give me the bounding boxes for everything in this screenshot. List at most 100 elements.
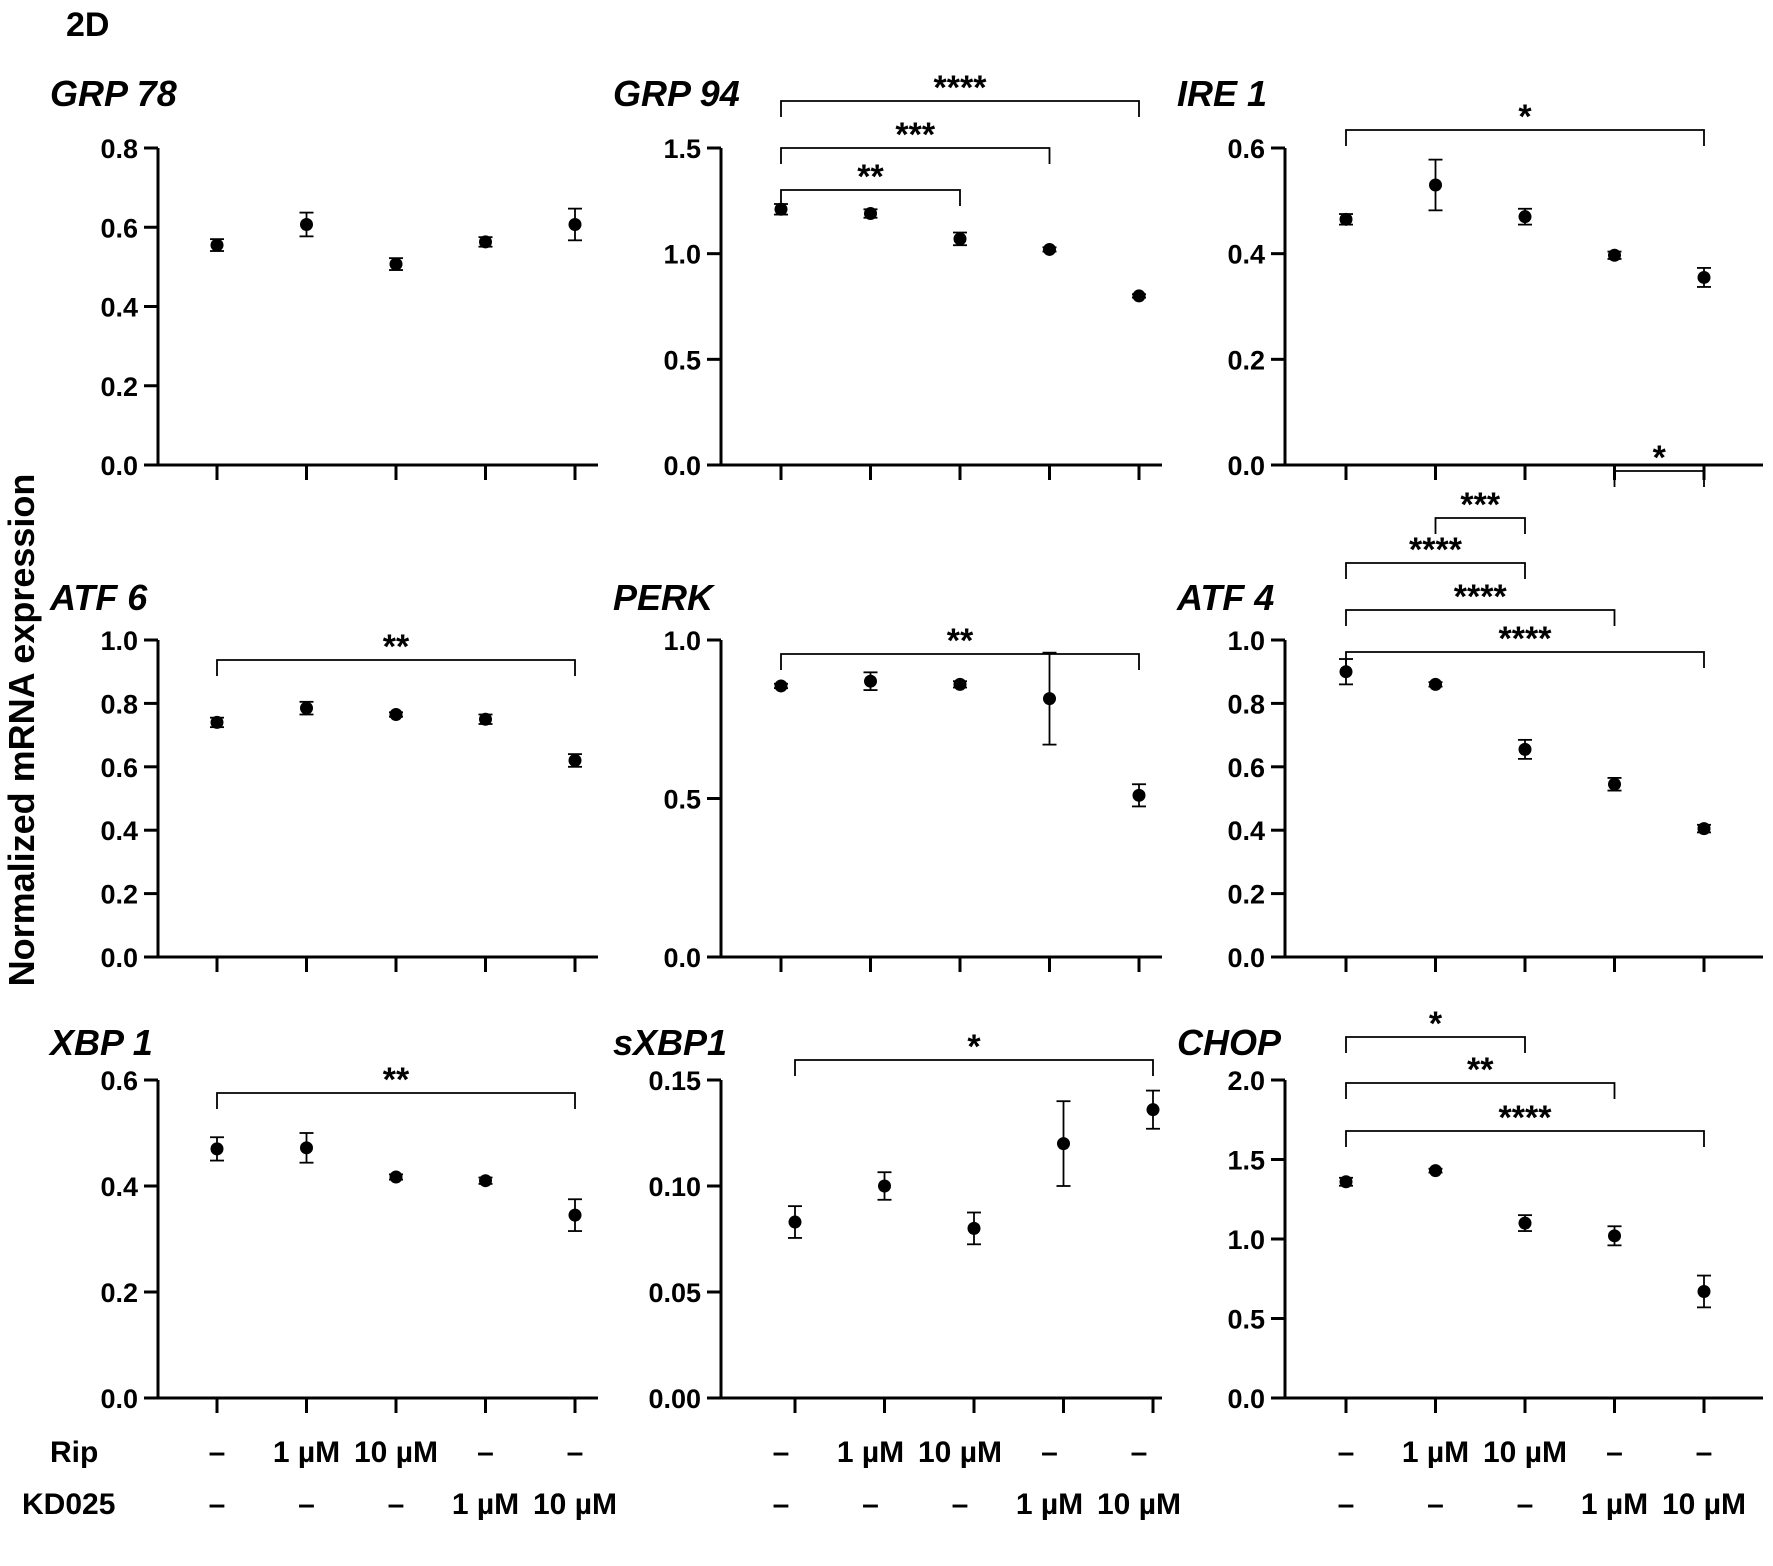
y-tick-label: 0.00 [648,1384,701,1414]
row-label-rip: Rip [50,1436,98,1469]
data-point [1132,289,1146,303]
data-point [864,207,877,221]
data-point [864,674,877,688]
y-tick-label: 0.2 [1227,880,1265,910]
y-tick-label: 0.0 [100,451,138,481]
condition-rip-label: – [1338,1436,1355,1469]
y-tick-label: 1.5 [663,134,701,164]
y-tick-label: 0.5 [1227,1305,1265,1335]
condition-rip-label: – [773,1436,790,1469]
condition-rip-label: – [1606,1436,1623,1469]
y-tick-label: 0.5 [663,785,701,815]
chart-grp-94: GRP 940.00.51.01.5********* [613,69,1162,481]
significance-bracket [780,147,1051,164]
condition-rip-label: – [1131,1436,1148,1469]
data-point [953,677,967,691]
data-point [568,217,582,231]
data-point [300,217,313,231]
y-tick-label: 0.0 [100,1384,138,1414]
y-tick-label: 0.05 [648,1278,701,1308]
data-point [953,232,967,246]
significance-label: ** [857,158,884,196]
significance-bracket [1613,470,1705,487]
condition-kd025-label: – [862,1488,879,1521]
data-point [1339,1175,1353,1189]
significance-bracket [1345,562,1526,579]
condition-rip-label: 10 µM [1483,1436,1567,1469]
y-tick-label: 1.0 [663,240,701,270]
significance-label: *** [895,116,935,154]
significance-bracket [780,100,1140,117]
data-point [1339,212,1353,226]
chart-title: sXBP1 [613,1022,727,1063]
y-tick-label: 0.6 [1227,134,1265,164]
y-tick-label: 0.8 [1227,689,1265,719]
significance-label: * [967,1028,981,1066]
data-point [1608,1229,1621,1243]
data-point [568,753,582,767]
data-point [1339,665,1353,679]
y-tick-label: 0.0 [100,943,138,973]
significance-bracket [794,1059,1154,1076]
condition-kd025-label: 10 µM [533,1488,617,1521]
y-tick-label: 0.15 [648,1066,701,1096]
data-point [1518,210,1532,224]
data-point [1429,677,1442,691]
row-label-kd025: KD025 [22,1488,115,1521]
data-point [479,235,492,249]
chart-title: PERK [613,577,716,618]
y-tick-label: 0.2 [100,1278,138,1308]
chart-title: GRP 94 [613,73,740,114]
y-tick-label: 0.2 [1227,345,1265,375]
chart-title: GRP 78 [50,73,177,114]
data-point [1518,742,1532,756]
y-tick-label: 1.0 [1227,1225,1265,1255]
y-tick-label: 0.8 [100,689,138,719]
y-tick-label: 0.6 [100,1066,138,1096]
y-tick-label: 1.0 [1227,626,1265,656]
significance-label: ** [383,628,410,666]
condition-kd025-label: – [209,1488,226,1521]
condition-kd025-label: – [298,1488,315,1521]
y-tick-label: 0.6 [1227,753,1265,783]
significance-label: * [1429,1005,1443,1043]
significance-bracket [216,659,576,676]
y-tick-label: 2.0 [1227,1066,1265,1096]
significance-label: **** [1499,620,1553,658]
condition-rip-label: – [567,1436,584,1469]
significance-label: ** [1467,1051,1494,1089]
data-point [788,1215,802,1229]
chart-grp-78: GRP 78 0.0 0.2 0.4 0.6 0.8 [50,73,598,481]
significance-label: * [1653,439,1667,477]
significance-bracket [1345,1036,1526,1053]
data-point [1429,178,1442,192]
y-tick-label: 0.0 [663,451,701,481]
data-point [1146,1103,1160,1117]
condition-kd025-label: 10 µM [1662,1488,1746,1521]
data-point [1057,1137,1070,1151]
chart-atf-4: ATF 40.00.20.40.60.81.0 **************** [1176,439,1763,973]
y-tick-label: 1.0 [663,626,701,656]
data-point [1608,777,1621,791]
condition-kd025-label: – [952,1488,969,1521]
condition-kd025-label: – [1338,1488,1355,1521]
chart-title: XBP 1 [48,1022,153,1063]
significance-label: **** [934,69,988,107]
chart-sxbp1: sXBP1 0.00 0.05 0.10 0.15 * [613,1022,1162,1414]
significance-bracket [1345,1082,1616,1099]
condition-kd025-label: – [388,1488,405,1521]
data-point [568,1208,582,1222]
y-tick-label: 0.2 [100,880,138,910]
significance-bracket [1345,129,1705,146]
data-point [967,1221,981,1235]
significance-bracket [216,1092,576,1109]
chart-perk: PERK 0.0 0.5 1.0 ** [613,577,1162,973]
data-point [389,707,403,721]
significance-bracket [1345,609,1616,626]
condition-rip-label: – [1041,1436,1058,1469]
significance-label: **** [1499,1099,1553,1137]
y-tick-label: 0.4 [1227,816,1265,846]
chart-title: ATF 4 [1176,577,1274,618]
data-point [479,1174,492,1188]
